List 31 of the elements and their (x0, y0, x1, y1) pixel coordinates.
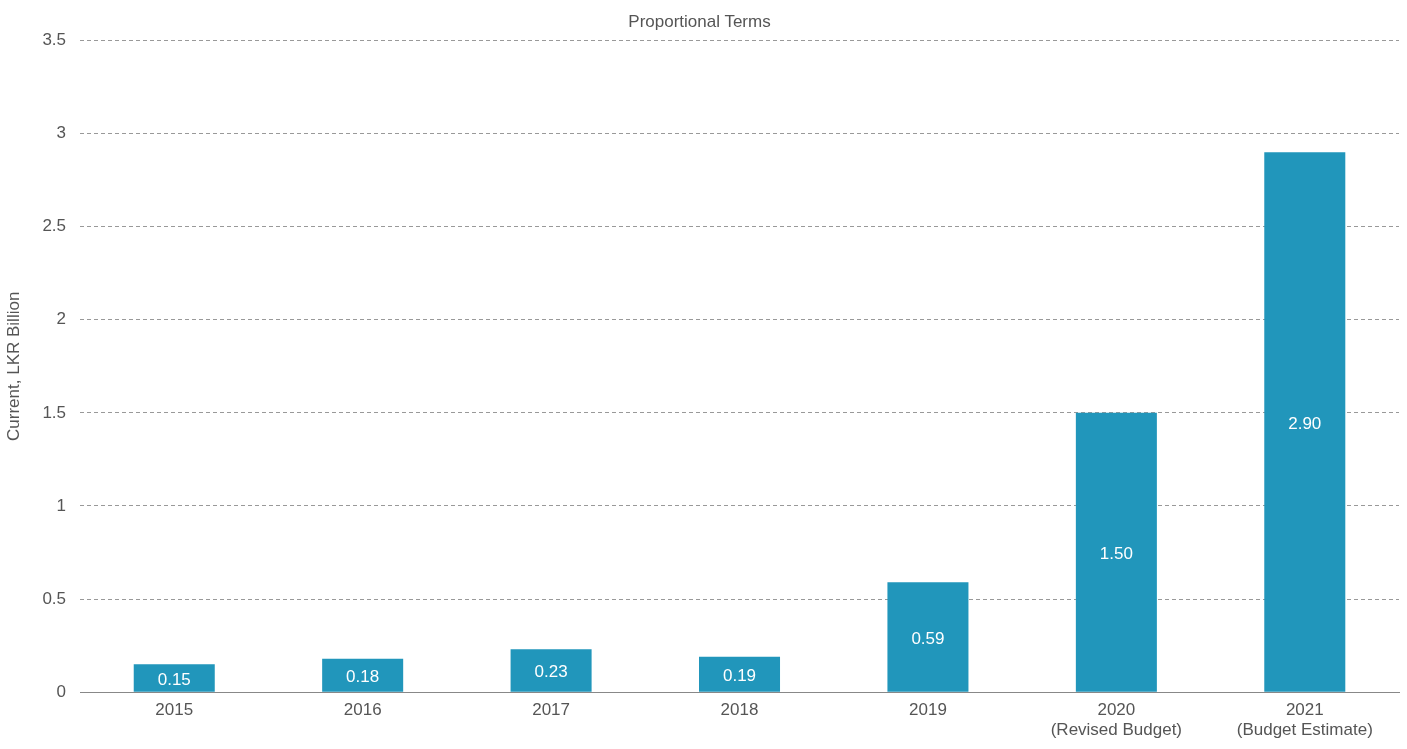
data-label: 0.18 (346, 666, 380, 686)
data-label: 0.19 (722, 665, 757, 685)
data-label: 2.90 (1288, 413, 1322, 433)
y-tick-label: 0 (56, 681, 67, 701)
y-tick-label: 1.5 (42, 402, 67, 422)
x-tick-label: 2019 (909, 700, 947, 720)
bar (1075, 412, 1157, 692)
x-tick-label: 2016 (343, 700, 382, 720)
bar (322, 658, 404, 692)
x-tick-label: 2020 (Revised Budget) (1050, 700, 1183, 740)
data-label: 0.15 (157, 669, 191, 689)
bar (887, 582, 969, 692)
x-tick-label: 2018 (720, 700, 759, 720)
x-tick-label: 2015 (155, 700, 194, 720)
y-tick-label: 1 (56, 495, 67, 515)
x-tick-label: 2017 (532, 700, 571, 720)
y-tick-label: 2.5 (42, 216, 67, 236)
data-label: 0.23 (534, 662, 568, 682)
bar (510, 649, 592, 692)
x-tick-label: 2021 (Budget Estimate) (1236, 700, 1373, 740)
y-axis-title: Current, LKR Billion (3, 291, 23, 441)
y-tick-label: 3 (56, 123, 67, 143)
y-tick-label: 3.5 (42, 30, 67, 50)
data-label: 1.50 (1099, 543, 1133, 563)
data-label: 0.59 (911, 628, 945, 648)
chart-title: Proportional Terms (628, 11, 771, 31)
y-tick-label: 0.5 (42, 588, 67, 608)
bar (133, 664, 215, 692)
y-tick-label: 2 (56, 309, 67, 329)
bar (1264, 152, 1346, 692)
bar (699, 656, 781, 692)
